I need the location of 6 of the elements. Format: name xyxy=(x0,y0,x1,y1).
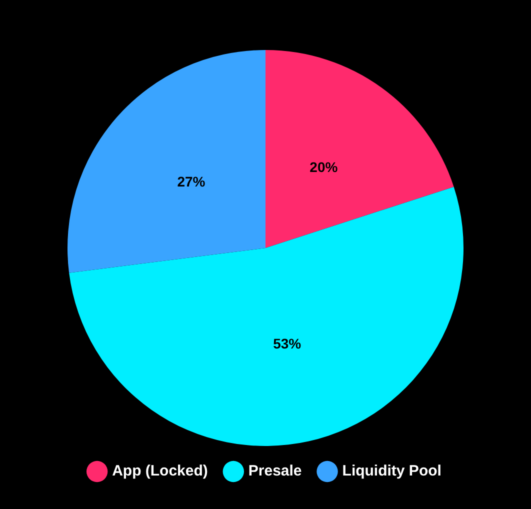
data-label: 20% xyxy=(310,158,338,175)
data-label: 53% xyxy=(273,335,302,352)
legend-label: App (Locked) xyxy=(112,462,208,480)
data-label: 27% xyxy=(177,173,206,190)
legend-label: Presale xyxy=(248,462,302,480)
legend-label: Liquidity Pool xyxy=(342,462,442,480)
